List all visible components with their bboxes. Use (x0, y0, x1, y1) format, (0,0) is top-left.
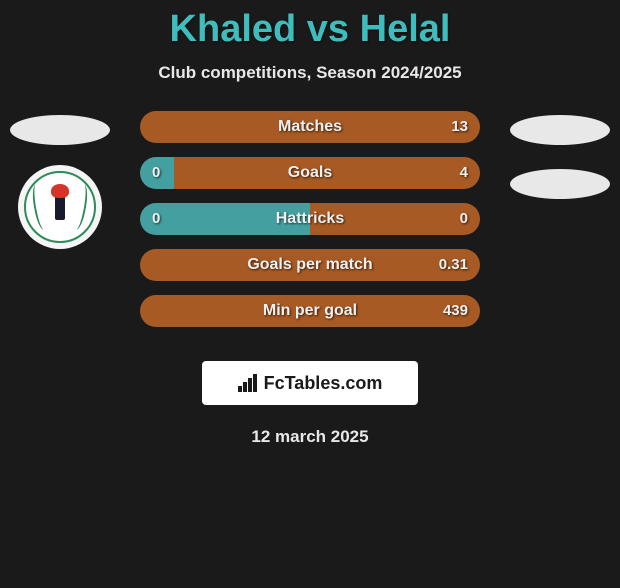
player-left-club-badge (18, 165, 102, 249)
player-left-photo-placeholder (10, 115, 110, 145)
wreath-icon (30, 183, 50, 230)
stat-label: Hattricks (140, 203, 480, 235)
subtitle: Club competitions, Season 2024/2025 (0, 63, 620, 83)
left-player-column (0, 111, 120, 249)
stat-value-left: 0 (152, 157, 160, 189)
stat-label: Matches (140, 111, 480, 143)
stat-row: Goals per match0.31 (140, 249, 480, 281)
wreath-icon (70, 183, 90, 230)
comparison-bars: Matches13Goals04Hattricks00Goals per mat… (140, 111, 480, 341)
stat-row: Matches13 (140, 111, 480, 143)
player-right-club-placeholder (510, 169, 610, 199)
stat-value-right: 439 (443, 295, 468, 327)
stat-label: Goals (140, 157, 480, 189)
branding-badge: FcTables.com (202, 361, 418, 405)
stat-value-right: 0.31 (439, 249, 468, 281)
bar-chart-icon (238, 374, 258, 392)
player-right-photo-placeholder (510, 115, 610, 145)
stat-value-right: 0 (460, 203, 468, 235)
stat-row: Goals0 4 (140, 157, 480, 189)
torch-icon (55, 194, 65, 220)
right-player-column (500, 111, 620, 199)
date-label: 12 march 2025 (0, 427, 620, 447)
page-title: Khaled vs Helal (0, 8, 620, 51)
stat-row: Min per goal439 (140, 295, 480, 327)
stat-value-right: 4 (460, 157, 468, 189)
stat-value-left: 0 (152, 203, 160, 235)
stat-value-right: 13 (451, 111, 468, 143)
stat-row: Hattricks0 0 (140, 203, 480, 235)
branding-text: FcTables.com (264, 373, 383, 394)
stat-label: Goals per match (140, 249, 480, 281)
stats-area: Matches13Goals04Hattricks00Goals per mat… (0, 111, 620, 341)
stat-label: Min per goal (140, 295, 480, 327)
